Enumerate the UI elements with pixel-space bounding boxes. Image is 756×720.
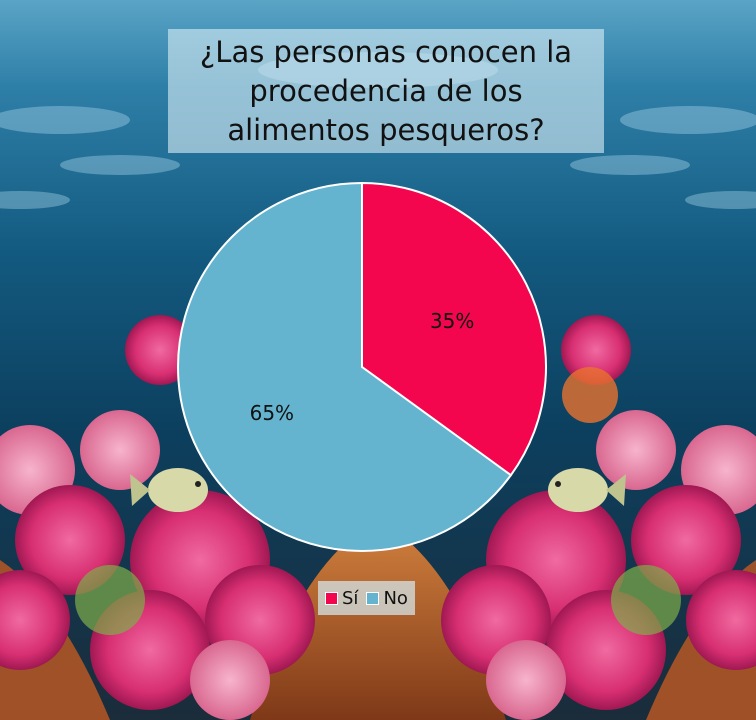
- pie-slice-no: [177, 181, 513, 552]
- chart-title: ¿Las personas conocen la procedencia de …: [199, 34, 573, 147]
- fish-left-shape: [130, 468, 208, 512]
- chart-title-box: ¿Las personas conocen la procedencia de …: [168, 29, 604, 153]
- legend-swatch-no: [366, 591, 380, 605]
- legend-label-no: No: [383, 587, 408, 609]
- pie-slice-si: [361, 181, 547, 477]
- fish-right-shape: [548, 468, 626, 512]
- legend-item-si: Sí: [325, 588, 358, 609]
- chart-legend: Sí No: [318, 581, 415, 615]
- legend-label-si: Sí: [342, 587, 359, 609]
- data-label-si: 35%: [430, 309, 474, 333]
- data-label-no: 65%: [250, 401, 294, 425]
- legend-swatch-si: [325, 591, 338, 605]
- legend-item-no: No: [366, 587, 408, 609]
